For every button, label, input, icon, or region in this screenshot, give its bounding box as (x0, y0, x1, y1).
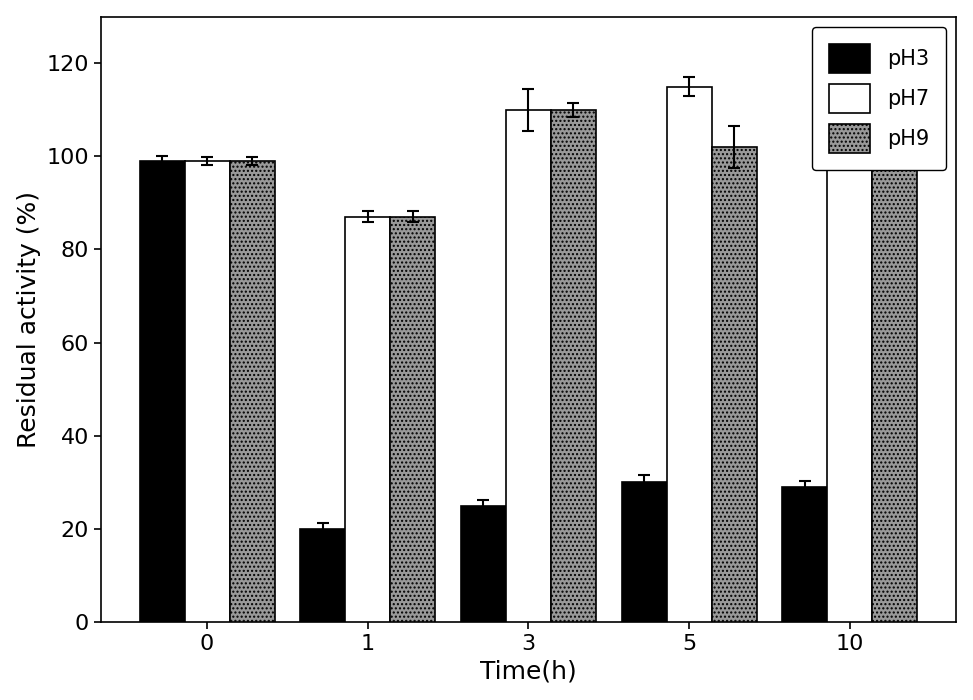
Bar (711, 147, 757, 622)
X-axis label: Time(h): Time(h) (480, 659, 577, 683)
Y-axis label: Residual activity (%): Residual activity (%) (17, 191, 41, 448)
Bar (506, 110, 551, 622)
Bar (139, 161, 185, 622)
Bar (622, 482, 667, 622)
Bar (390, 217, 435, 622)
Bar (782, 487, 827, 622)
Bar (185, 161, 230, 622)
Legend: pH3, pH7, pH9: pH3, pH7, pH9 (812, 27, 946, 169)
Bar (827, 133, 873, 622)
Bar (230, 161, 274, 622)
Bar (551, 110, 596, 622)
Bar (873, 138, 918, 622)
Bar (667, 87, 711, 622)
Bar (461, 505, 506, 622)
Bar (345, 217, 390, 622)
Bar (301, 528, 345, 622)
